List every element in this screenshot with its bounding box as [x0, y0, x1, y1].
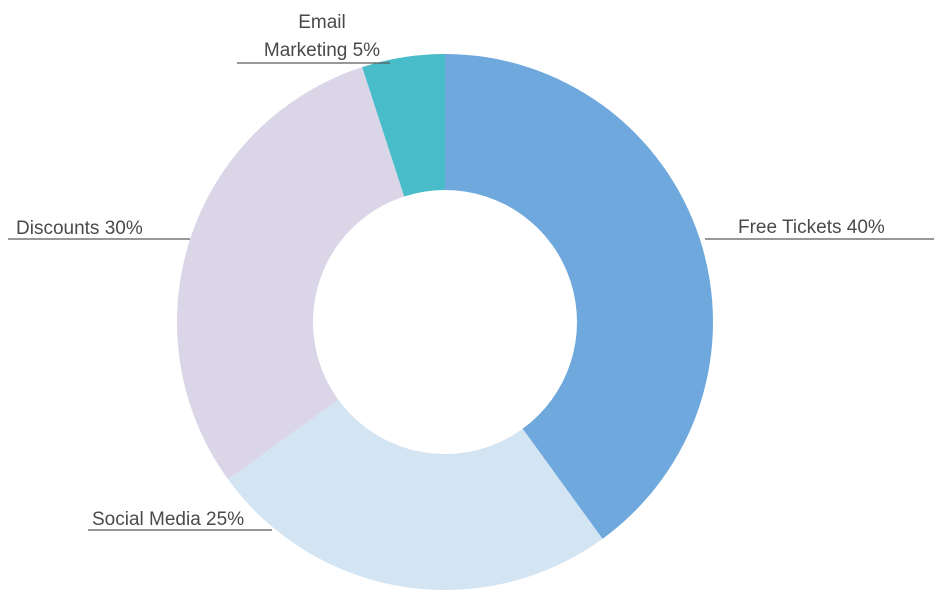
- slice-email-marketing: [362, 54, 445, 197]
- label-email-marketing: Email Marketing 5%: [264, 12, 380, 61]
- labels-group: Free Tickets 40% Social Media 25% Discount…: [8, 12, 934, 531]
- label-free-tickets: Free Tickets 40%: [738, 217, 885, 238]
- label-social-media: Social Media 25%: [92, 509, 244, 530]
- slice-free-tickets: [445, 54, 713, 539]
- label-discounts: Discounts 30%: [16, 218, 143, 239]
- slice-social-media: [228, 399, 603, 590]
- slice-discounts: [177, 67, 405, 480]
- slices-group: [177, 54, 713, 590]
